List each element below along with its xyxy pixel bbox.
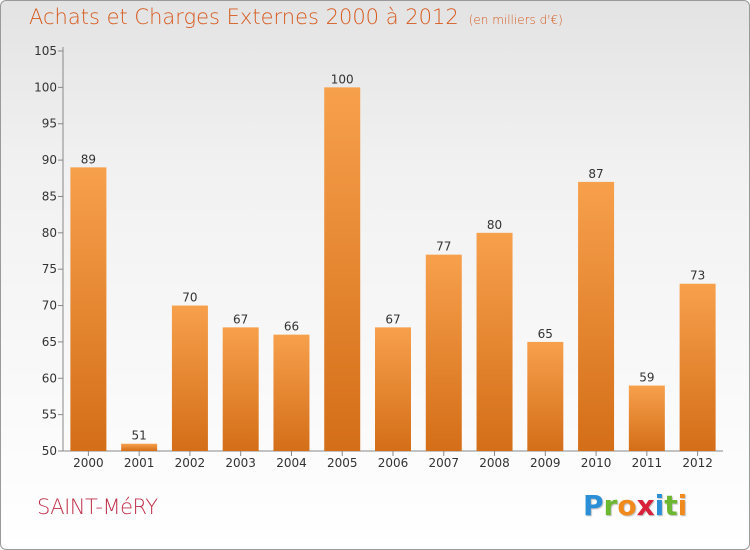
bar (375, 327, 411, 451)
data-label: 80 (487, 218, 502, 232)
bar (70, 167, 107, 451)
bar (324, 87, 361, 451)
x-tick-label: 2000 (73, 456, 104, 470)
bar (121, 443, 158, 451)
commune-name: SAINT-MéRY (37, 495, 158, 519)
y-tick-label: 105 (34, 44, 57, 58)
bar (222, 327, 259, 451)
x-tick-label: 2005 (327, 456, 358, 470)
data-label: 89 (81, 152, 96, 166)
axes: 50 55 60 65 70 75 80 85 90 95 100 105 2000 2001 2002 20… (34, 44, 723, 470)
data-label: 87 (588, 167, 603, 181)
x-tick-label: 2012 (682, 456, 713, 470)
data-label: 59 (639, 371, 654, 385)
chart-title: Achats et Charges Externes 2000 à 2012 (e… (29, 5, 563, 29)
logo-letter: P (583, 489, 604, 522)
bar (476, 232, 513, 451)
bar (578, 181, 615, 451)
x-tick-label: 2003 (225, 456, 256, 470)
logo-letter: o (617, 489, 637, 522)
y-tick-label: 50 (42, 444, 57, 458)
x-tick-label: 2011 (632, 456, 663, 470)
data-label: 70 (182, 291, 197, 305)
y-tick-label: 95 (42, 117, 57, 131)
bars (70, 87, 716, 451)
y-tick-label: 100 (34, 80, 57, 94)
x-tick-label: 2004 (276, 456, 307, 470)
bar (273, 334, 310, 451)
y-tick-label: 55 (42, 408, 57, 422)
y-tick-label: 85 (42, 189, 57, 203)
y-tick-label: 65 (42, 335, 57, 349)
x-tick-label: 2002 (175, 456, 206, 470)
logo-letter: x (636, 489, 655, 522)
bar (628, 385, 665, 451)
data-label: 51 (132, 429, 147, 443)
x-tick-label: 2008 (479, 456, 510, 470)
x-tick-label: 2001 (124, 456, 155, 470)
x-tick-label: 2009 (530, 456, 561, 470)
data-label: 77 (436, 240, 451, 254)
data-label: 100 (331, 72, 354, 86)
data-label: 73 (690, 269, 705, 283)
data-label: 66 (284, 320, 299, 334)
y-tick-label: 80 (42, 226, 57, 240)
logo-letter: r (603, 489, 618, 522)
bar (679, 283, 716, 451)
data-label: 65 (538, 327, 553, 341)
data-label: 67 (233, 312, 248, 326)
y-tick-label: 75 (42, 262, 57, 276)
bar (527, 341, 564, 451)
y-tick-label: 70 (42, 299, 57, 313)
x-tick-label: 2006 (378, 456, 409, 470)
logo-letter: i (677, 489, 688, 522)
y-tick-label: 60 (42, 371, 57, 385)
x-tick-label: 2010 (581, 456, 612, 470)
logo-letter: i (654, 489, 665, 522)
logo-letter: t (664, 489, 678, 522)
data-label: 67 (385, 312, 400, 326)
bar (425, 254, 462, 451)
chart-subtitle: (en milliers d'€) (468, 13, 563, 27)
chart-title-text: Achats et Charges Externes 2000 à 2012 (29, 5, 459, 29)
data-labels: 89 51 70 67 66 100 67 77 80 65 87 59 73 (81, 72, 706, 442)
proxiti-logo[interactable]: Proxiti (583, 489, 687, 522)
x-tick-label: 2007 (428, 456, 459, 470)
bar (171, 305, 208, 451)
y-tick-label: 90 (42, 153, 57, 167)
